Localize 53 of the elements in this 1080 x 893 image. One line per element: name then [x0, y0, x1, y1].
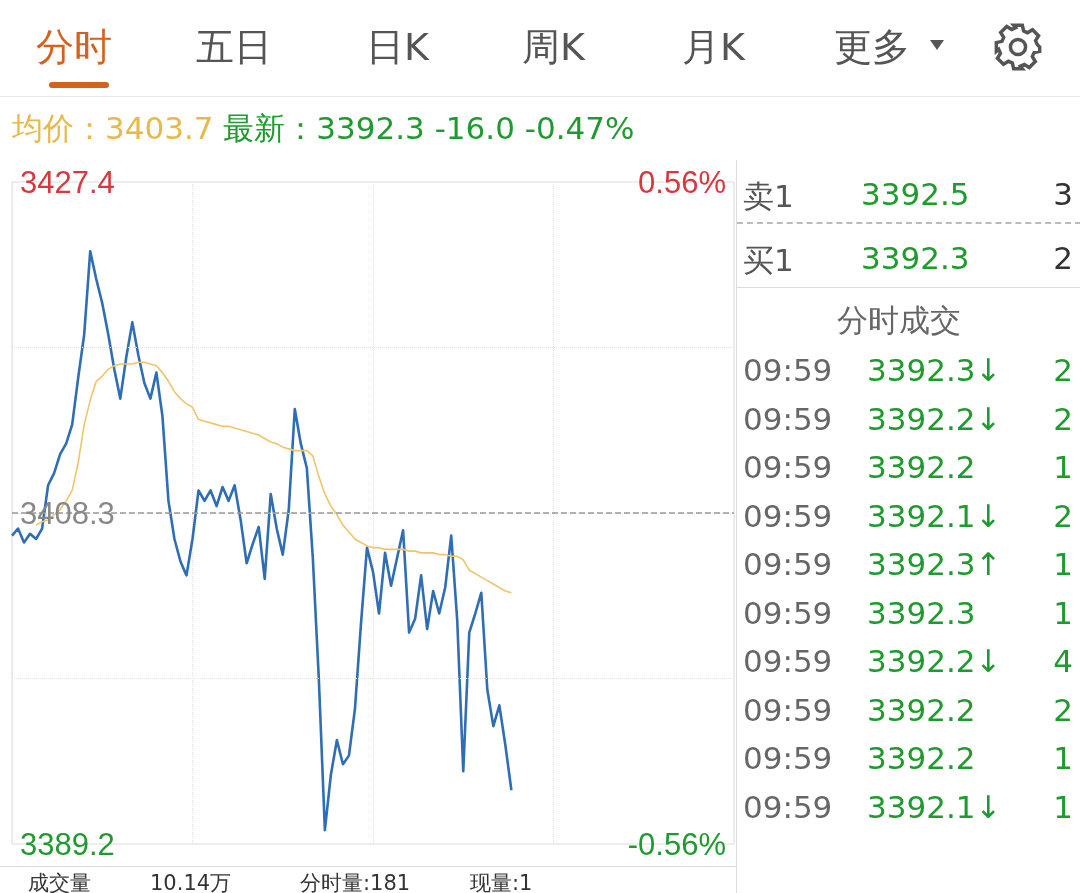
y2-tick-label: 0.56% — [638, 164, 726, 200]
text: 1 — [1053, 546, 1073, 582]
text: 09:59 — [743, 594, 833, 631]
text: 09:59 — [743, 400, 833, 437]
text: 2 — [1053, 352, 1073, 388]
text: 分时成交 — [837, 301, 961, 340]
text: 1 — [1053, 449, 1073, 485]
text: 3392.2 — [867, 449, 976, 485]
text: 09:59 — [743, 449, 833, 485]
text: 成交量 — [28, 870, 91, 893]
text: 五日 — [196, 24, 272, 71]
text: 2 — [1053, 691, 1073, 728]
text: 3392.1↓ — [867, 788, 1002, 825]
text: 2 — [1053, 497, 1073, 534]
text: 3392.2↓ — [867, 400, 1002, 437]
y2-tick-label: -0.56% — [627, 826, 726, 862]
text: 2 — [1053, 400, 1073, 437]
text: 3392.1↓ — [867, 497, 1002, 534]
text: 10.14万 — [150, 870, 232, 893]
text: 3 — [1053, 176, 1073, 212]
text: 分时量:181 — [300, 870, 411, 893]
text: 3392.2 — [867, 691, 976, 728]
text: 更多 — [834, 24, 910, 71]
y-tick-label: 3389.2 — [20, 826, 115, 862]
text: 1 — [1053, 788, 1073, 825]
text: 09:59 — [743, 546, 833, 582]
text: 09:59 — [743, 691, 833, 728]
text: 日K — [366, 24, 429, 71]
text: 3392.2 — [867, 740, 976, 776]
text: 现量:1 — [470, 870, 533, 893]
y-tick-label: 3427.4 — [20, 164, 115, 200]
text: 09:59 — [743, 643, 833, 679]
chart-subtitle: 最新：3392.3 -16.0 -0.47% — [222, 110, 635, 146]
text: 3392.3 — [867, 594, 976, 631]
text: 4 — [1053, 643, 1073, 679]
text: 周K — [522, 24, 585, 71]
text: 分时 — [36, 24, 112, 71]
text: 3392.3 — [861, 240, 970, 276]
text: 2 — [1053, 240, 1073, 276]
text: 1 — [1053, 594, 1073, 631]
chart-title: 均价：3403.7 — [12, 110, 214, 146]
text: 3392.3↑ — [867, 546, 1002, 582]
text: 3392.5 — [861, 176, 970, 212]
text: 3392.3↓ — [867, 352, 1002, 388]
text: 09:59 — [743, 352, 833, 388]
text: 1 — [1053, 740, 1073, 776]
text: 09:59 — [743, 497, 833, 534]
text: 3392.2↓ — [867, 643, 1002, 679]
text: 09:59 — [743, 788, 833, 825]
text: 09:59 — [743, 740, 833, 776]
text: 卖1 — [743, 177, 794, 216]
text: 买1 — [743, 241, 794, 280]
text: 月K — [682, 24, 745, 71]
